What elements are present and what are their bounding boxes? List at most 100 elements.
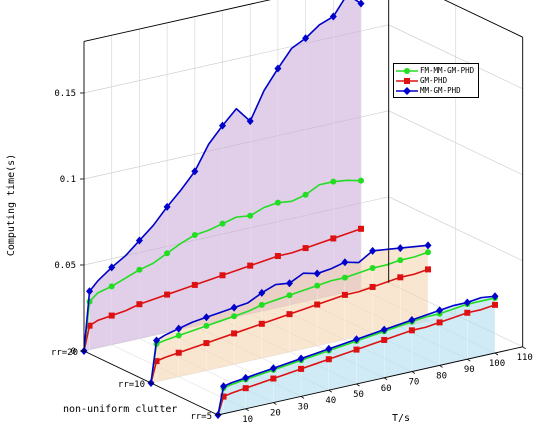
series-line-mm [217,295,496,416]
legend-swatch-mm [396,87,418,95]
marker-mm [242,373,250,382]
marker-fm [164,250,171,257]
x-tick-label: 60 [381,384,392,394]
series-line-mm [150,244,429,384]
x-tick [245,408,249,412]
marker-gm [231,330,238,337]
axis-edge [443,0,523,38]
marker-gm [164,291,171,298]
marker-fm [369,265,376,272]
legend-label-gm: GM-PHD [420,76,448,85]
marker-gm [298,365,305,372]
marker-mm [219,121,226,130]
legend-item-gm: GM-PHD [394,76,478,86]
marker-mm [220,382,228,391]
marker-mm [463,298,471,307]
marker-gm [425,266,431,273]
marker-mm [202,313,210,322]
marker-mm [286,279,293,288]
legend-item-fm: FM-MM-GM-PHD [394,66,478,76]
marker-fm [191,232,198,239]
marker-mm [491,292,499,301]
y-tick-label: rr=20 [51,348,78,358]
marker-fm [330,178,337,185]
x-tick-label: 40 [325,396,336,406]
x-tick-label: 70 [408,378,419,388]
marker-mm [436,306,444,315]
z-tick-label: 0.1 [60,175,76,185]
marker-gm [325,356,332,363]
marker-fm [358,177,364,184]
marker-mm [108,263,116,272]
marker-mm [325,344,333,353]
x-tick-label: 80 [436,371,447,381]
legend-swatch-gm [396,78,418,84]
x-tick-label: 30 [298,402,309,412]
x-tick [328,389,333,393]
marker-fm [341,274,348,281]
x-tick [356,383,360,387]
marker-gm [270,375,277,382]
series-line-mm [83,0,362,352]
y-axis-label: non-uniform clutter [63,404,177,415]
marker-fm [203,322,210,329]
marker-gm [464,309,471,316]
marker-mm [163,202,171,211]
marker-gm [358,225,364,232]
marker-gm [353,346,360,353]
marker-gm [436,319,443,326]
marker-mm [302,34,310,43]
series-layer [80,0,499,419]
marker-gm [86,322,93,329]
series-line-gm [150,268,429,384]
z-tick-label: 0.15 [54,89,76,99]
x-tick-label: 20 [270,409,281,419]
marker-gm [369,283,376,290]
marker-mm [175,324,183,333]
marker-fm [108,283,115,290]
marker-mm [408,316,416,324]
marker-fm [397,257,404,264]
marker-fm [247,212,254,219]
legend-label-fm: FM-MM-GM-PHD [420,66,475,75]
series-line-fm [83,179,362,352]
marker-fm [231,313,238,320]
x-tick-label: 110 [517,353,533,363]
marker-gm [286,311,293,318]
marker-gm [247,262,254,269]
marker-fm [302,191,309,198]
series-line-gm [83,228,362,352]
x-tick [300,396,305,399]
marker-gm [492,301,498,308]
x-tick [411,371,416,374]
marker-gm [314,301,321,308]
marker-gm [175,349,182,356]
marker-gm [258,320,265,327]
marker-mm [135,236,143,245]
series-line-gm [217,304,496,416]
x-tick [494,352,499,356]
marker-mm [274,64,282,73]
marker-gm [274,253,281,259]
marker-mm [329,12,337,21]
y-tick-label: rr=5 [190,412,212,422]
x-tick [273,402,277,405]
marker-fm [286,292,293,299]
marker-mm [297,354,305,363]
marker-mm [380,325,388,334]
marker-gm [191,281,198,288]
x-tick [439,365,443,368]
marker-mm [424,241,432,250]
marker-gm [302,245,309,252]
marker-mm [269,364,277,373]
marker-mm [396,244,404,253]
marker-mm [153,336,161,345]
marker-fm [425,249,431,256]
marker-gm [242,385,249,392]
marker-mm [353,335,360,344]
marker-gm [136,301,143,308]
series-line-fm [217,297,496,416]
x-tick-label: 50 [353,390,364,400]
marker-mm [246,117,254,126]
